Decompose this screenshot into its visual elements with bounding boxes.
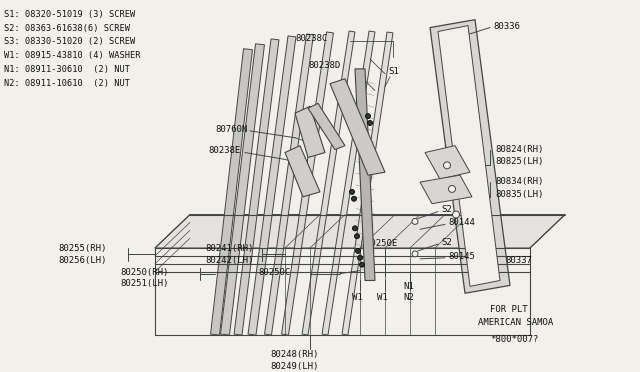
Text: 80255(RH): 80255(RH) bbox=[58, 244, 106, 253]
Text: 80825(LH): 80825(LH) bbox=[495, 157, 543, 166]
Text: 80834(RH): 80834(RH) bbox=[495, 177, 543, 186]
Polygon shape bbox=[282, 32, 333, 335]
Text: N2: 08911-10610  (2) NUT: N2: 08911-10610 (2) NUT bbox=[4, 79, 130, 88]
Text: S2: S2 bbox=[441, 238, 452, 247]
Polygon shape bbox=[285, 146, 320, 197]
Circle shape bbox=[412, 218, 418, 224]
Text: W1: W1 bbox=[352, 293, 363, 302]
Circle shape bbox=[365, 114, 371, 119]
Circle shape bbox=[452, 211, 460, 218]
Polygon shape bbox=[248, 36, 296, 335]
Polygon shape bbox=[430, 20, 510, 293]
Text: 80824(RH): 80824(RH) bbox=[495, 145, 543, 154]
Text: 80242(LH): 80242(LH) bbox=[205, 256, 253, 265]
Polygon shape bbox=[308, 103, 345, 150]
Text: 80238C: 80238C bbox=[295, 35, 327, 44]
Text: 80238E: 80238E bbox=[208, 146, 240, 155]
Polygon shape bbox=[355, 69, 375, 280]
Polygon shape bbox=[420, 175, 472, 204]
Text: S1: S1 bbox=[388, 67, 399, 76]
Polygon shape bbox=[425, 146, 470, 179]
Text: 80250(RH): 80250(RH) bbox=[120, 268, 168, 277]
Text: N2: N2 bbox=[403, 293, 413, 302]
Circle shape bbox=[367, 121, 372, 125]
Text: N1: N1 bbox=[403, 282, 413, 291]
Polygon shape bbox=[438, 26, 500, 286]
Polygon shape bbox=[322, 31, 375, 335]
Text: *800*007?: *800*007? bbox=[490, 334, 538, 344]
Text: 80238D: 80238D bbox=[308, 61, 340, 70]
Text: 80835(LH): 80835(LH) bbox=[495, 190, 543, 199]
Circle shape bbox=[444, 162, 451, 169]
Circle shape bbox=[355, 234, 360, 239]
Polygon shape bbox=[234, 39, 279, 335]
Polygon shape bbox=[221, 44, 264, 335]
Text: 80145: 80145 bbox=[448, 252, 475, 261]
Text: 80248(RH): 80248(RH) bbox=[270, 350, 318, 359]
Circle shape bbox=[349, 189, 355, 194]
Text: 80760N: 80760N bbox=[215, 125, 247, 134]
Text: S2: 08363-61638(6) SCREW: S2: 08363-61638(6) SCREW bbox=[4, 23, 130, 33]
Text: W1: 08915-43810 (4) WASHER: W1: 08915-43810 (4) WASHER bbox=[4, 51, 141, 60]
Circle shape bbox=[351, 196, 356, 201]
Circle shape bbox=[358, 255, 362, 260]
Text: S3: S3 bbox=[355, 71, 365, 80]
Circle shape bbox=[355, 248, 360, 253]
Text: 80250C: 80250C bbox=[258, 268, 291, 277]
Polygon shape bbox=[264, 34, 314, 335]
Text: S1: 08320-51019 (3) SCREW: S1: 08320-51019 (3) SCREW bbox=[4, 10, 135, 19]
Text: S3: 08330-51020 (2) SCREW: S3: 08330-51020 (2) SCREW bbox=[4, 38, 135, 46]
Text: 80249(LH): 80249(LH) bbox=[270, 362, 318, 371]
Polygon shape bbox=[295, 106, 325, 157]
Polygon shape bbox=[330, 79, 385, 175]
Text: 80256(LH): 80256(LH) bbox=[58, 256, 106, 265]
Text: 80250E: 80250E bbox=[365, 239, 397, 248]
Text: 80144: 80144 bbox=[448, 218, 475, 227]
Text: 80251(LH): 80251(LH) bbox=[120, 279, 168, 288]
Circle shape bbox=[449, 186, 456, 192]
Text: FOR PLT: FOR PLT bbox=[490, 305, 527, 314]
Polygon shape bbox=[211, 49, 252, 335]
Polygon shape bbox=[155, 215, 565, 248]
Text: AMERICAN SAMOA: AMERICAN SAMOA bbox=[478, 318, 553, 327]
Circle shape bbox=[360, 262, 365, 267]
Text: 80241(RH): 80241(RH) bbox=[205, 244, 253, 253]
Polygon shape bbox=[302, 31, 355, 335]
Circle shape bbox=[353, 226, 358, 231]
Text: N1: 08911-30610  (2) NUT: N1: 08911-30610 (2) NUT bbox=[4, 65, 130, 74]
Text: S2: S2 bbox=[441, 205, 452, 214]
Text: 80336: 80336 bbox=[493, 22, 520, 31]
Text: W1: W1 bbox=[377, 293, 388, 302]
Circle shape bbox=[412, 251, 418, 257]
Text: 80337: 80337 bbox=[505, 256, 532, 265]
Polygon shape bbox=[342, 32, 393, 335]
